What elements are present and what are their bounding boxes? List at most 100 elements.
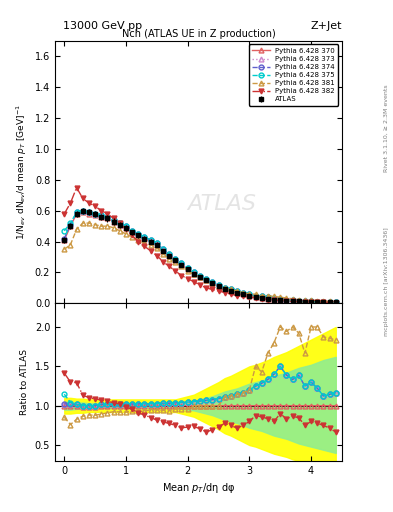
Pythia 6.428 374 [86,209,91,216]
Pythia 6.428 382 [148,248,153,254]
Pythia 6.428 373 [105,214,110,220]
Line: Pythia 6.428 382: Pythia 6.428 382 [62,185,338,305]
Pythia 6.428 374 [124,223,129,229]
Pythia 6.428 375 [290,297,295,303]
Pythia 6.428 375 [62,228,67,234]
Pythia 6.428 370 [278,297,283,303]
Pythia 6.428 375 [81,208,85,214]
Pythia 6.428 375 [284,296,289,303]
Pythia 6.428 375 [167,251,171,257]
Pythia 6.428 375 [148,237,153,243]
Pythia 6.428 374 [266,294,270,300]
Pythia 6.428 370 [272,296,276,303]
Pythia 6.428 373 [253,292,258,298]
Pythia 6.428 375 [266,294,270,300]
Pythia 6.428 381 [303,297,307,303]
Pythia 6.428 375 [315,298,320,305]
Pythia 6.428 375 [136,231,141,237]
Pythia 6.428 374 [228,286,233,292]
Pythia 6.428 375 [130,228,134,234]
Pythia 6.428 381 [111,225,116,231]
Pythia 6.428 381 [228,286,233,292]
Pythia 6.428 382 [235,292,239,298]
Pythia 6.428 370 [259,295,264,301]
Pythia 6.428 375 [105,214,110,220]
Pythia 6.428 370 [241,291,246,297]
Pythia 6.428 375 [204,275,209,282]
Text: Z+Jet: Z+Jet [310,20,342,31]
Line: Pythia 6.428 370: Pythia 6.428 370 [62,210,338,305]
Pythia 6.428 370 [148,239,153,245]
Pythia 6.428 373 [303,298,307,304]
Pythia 6.428 373 [148,237,153,243]
Pythia 6.428 373 [154,240,159,246]
Pythia 6.428 381 [222,285,227,291]
Pythia 6.428 381 [272,293,276,300]
Pythia 6.428 381 [105,223,110,229]
Pythia 6.428 375 [161,246,165,252]
Pythia 6.428 370 [204,277,209,283]
Pythia 6.428 370 [327,299,332,305]
Pythia 6.428 382 [296,298,301,305]
Pythia 6.428 373 [124,223,129,229]
Pythia 6.428 373 [99,212,104,219]
Pythia 6.428 370 [198,274,202,280]
Pythia 6.428 370 [74,211,79,217]
Pythia 6.428 374 [161,246,165,252]
Pythia 6.428 382 [321,300,326,306]
Pythia 6.428 382 [161,259,165,265]
Pythia 6.428 370 [62,237,67,243]
Pythia 6.428 382 [154,252,159,259]
Pythia 6.428 373 [93,211,97,217]
Pythia 6.428 370 [296,298,301,305]
Pythia 6.428 370 [136,232,141,239]
Pythia 6.428 375 [216,282,221,288]
Pythia 6.428 381 [93,222,97,228]
Pythia 6.428 381 [130,234,134,240]
Pythia 6.428 382 [303,299,307,305]
Pythia 6.428 382 [118,220,122,226]
Pythia 6.428 373 [247,291,252,297]
Pythia 6.428 375 [198,272,202,279]
Pythia 6.428 375 [259,293,264,300]
Legend: Pythia 6.428 370, Pythia 6.428 373, Pythia 6.428 374, Pythia 6.428 375, Pythia 6: Pythia 6.428 370, Pythia 6.428 373, Pyth… [249,45,338,106]
Pythia 6.428 373 [290,297,295,303]
Pythia 6.428 382 [99,208,104,214]
Pythia 6.428 381 [81,220,85,226]
Pythia 6.428 370 [216,283,221,289]
Pythia 6.428 382 [204,285,209,291]
Pythia 6.428 375 [333,299,338,305]
Pythia 6.428 374 [210,279,215,285]
Pythia 6.428 382 [284,298,289,304]
Pythia 6.428 374 [167,251,171,257]
Pythia 6.428 374 [222,285,227,291]
Pythia 6.428 374 [296,297,301,304]
Pythia 6.428 381 [62,246,67,252]
Pythia 6.428 375 [99,212,104,219]
Pythia 6.428 373 [81,208,85,214]
Pythia 6.428 375 [253,292,258,298]
Pythia 6.428 370 [81,209,85,216]
Pythia 6.428 374 [309,298,314,305]
Pythia 6.428 382 [327,300,332,306]
Text: ATLAS: ATLAS [187,194,256,214]
Pythia 6.428 381 [86,220,91,226]
Pythia 6.428 374 [185,265,190,271]
Pythia 6.428 382 [290,298,295,305]
X-axis label: Mean $p_T$/dη dφ: Mean $p_T$/dη dφ [162,481,235,495]
Pythia 6.428 381 [284,295,289,301]
Pythia 6.428 381 [198,274,202,280]
Pythia 6.428 381 [185,268,190,274]
Pythia 6.428 382 [68,200,73,206]
Pythia 6.428 370 [124,225,129,231]
Pythia 6.428 373 [284,296,289,303]
Pythia 6.428 370 [173,257,178,263]
Pythia 6.428 373 [321,299,326,305]
Pythia 6.428 375 [309,298,314,305]
Pythia 6.428 370 [309,298,314,305]
Pythia 6.428 374 [272,295,276,301]
Pythia 6.428 375 [124,223,129,229]
Pythia 6.428 382 [81,195,85,201]
Pythia 6.428 370 [179,262,184,268]
Pythia 6.428 373 [241,289,246,295]
